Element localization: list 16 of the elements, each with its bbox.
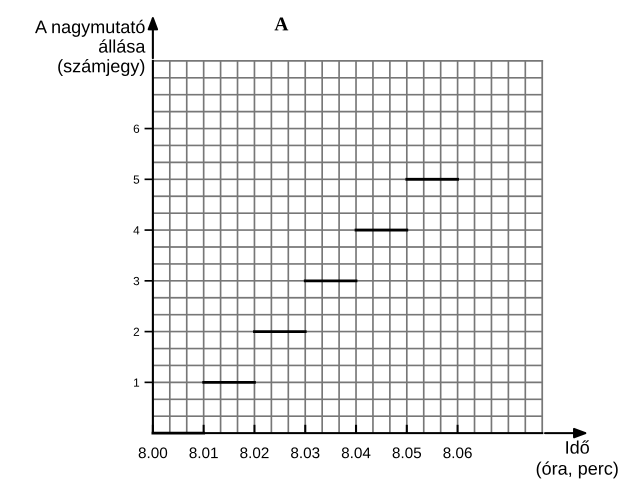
x-tick-label: 8.06	[443, 447, 472, 458]
y-tick-label: 2	[134, 328, 140, 336]
chart-title: A	[274, 17, 288, 30]
x-tick-label: 8.02	[240, 447, 269, 458]
x-axis-title: Idő (óra, perc)	[536, 440, 618, 478]
y-tick-label: 3	[134, 276, 140, 286]
x-tick-label: 8.04	[342, 447, 370, 458]
y-tick-label: 1	[134, 378, 140, 387]
x-tick-label: 8.00	[138, 447, 168, 458]
x-tick-label: 8.03	[291, 447, 320, 458]
y-tick-label: 5	[134, 175, 140, 184]
x-tick-label: 8.01	[189, 447, 218, 458]
x-tick-label: 8.05	[392, 447, 422, 458]
y-axis-title: A nagymutató állása (számjegy)	[35, 20, 146, 76]
y-tick-label: 6	[134, 124, 140, 133]
y-tick-label: 4	[133, 226, 140, 234]
